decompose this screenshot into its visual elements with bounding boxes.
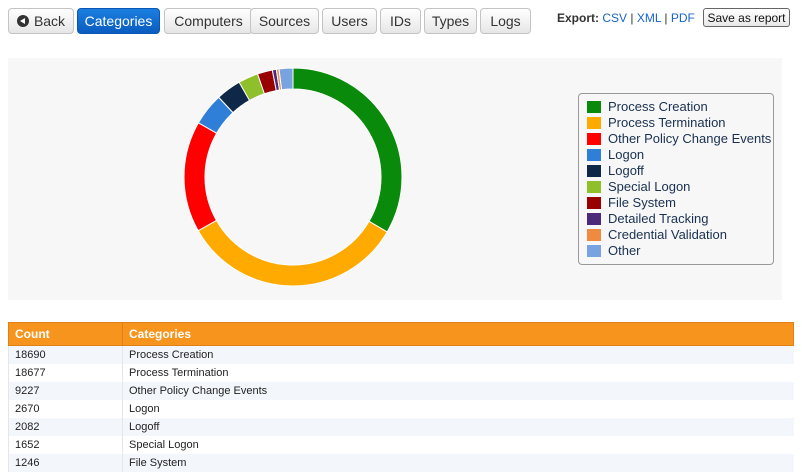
legend-swatch (587, 213, 601, 225)
tab-logs[interactable]: Logs (480, 8, 531, 34)
legend-swatch (587, 165, 601, 177)
category-cell: Other Policy Change Events (122, 382, 794, 400)
table-row[interactable]: 2670 Logon (8, 400, 794, 418)
count-cell: 18690 (8, 345, 123, 364)
legend-swatch (587, 101, 601, 113)
legend-label: Logon (608, 147, 645, 162)
table-row[interactable]: 1246 File System (8, 454, 794, 472)
legend-label: File System (608, 195, 676, 210)
legend-label: Other (608, 243, 641, 258)
legend-label: Special Logon (608, 179, 691, 194)
legend-label: Credential Validation (608, 227, 727, 242)
export-pdf-link[interactable]: PDF (670, 11, 695, 25)
donut-slice[interactable] (292, 67, 403, 233)
legend-swatch (587, 117, 601, 129)
back-button[interactable]: Back (8, 8, 74, 34)
legend-swatch (587, 229, 601, 241)
legend-label: Logoff (608, 163, 644, 178)
category-cell: File System (122, 454, 794, 472)
count-cell: 2082 (8, 418, 123, 436)
count-cell: 1652 (8, 436, 123, 454)
save-as-report-button[interactable]: Save as report (703, 8, 790, 27)
legend-label: Other Policy Change Events (608, 131, 772, 146)
legend-label: Process Creation (608, 99, 708, 114)
export-separator: | (664, 11, 668, 25)
export-xml-link[interactable]: XML (636, 11, 662, 25)
table-row[interactable]: 1652 Special Logon (8, 436, 794, 454)
export-separator: | (630, 11, 634, 25)
legend-swatch (587, 133, 601, 145)
count-cell: 9227 (8, 382, 123, 400)
category-cell: Process Creation (122, 345, 794, 364)
donut-slice[interactable] (197, 219, 388, 287)
tab-ids[interactable]: IDs (380, 8, 421, 34)
legend-swatch (587, 197, 601, 209)
donut-slice[interactable] (183, 122, 218, 232)
export-csv-link[interactable]: CSV (602, 11, 628, 25)
legend-label: Process Termination (608, 115, 726, 130)
column-header-categories[interactable]: Categories (122, 322, 794, 346)
category-cell: Logoff (122, 418, 794, 436)
count-cell: 18677 (8, 364, 123, 382)
tab-users[interactable]: Users (322, 8, 377, 34)
export-links: Export: CSV | XML | PDF (557, 11, 695, 25)
back-label: Back (33, 13, 66, 29)
legend-swatch (587, 245, 601, 257)
table-row[interactable]: 18677 Process Termination (8, 364, 794, 382)
category-cell: Special Logon (122, 436, 794, 454)
donut-slice[interactable] (278, 67, 294, 91)
legend-swatch (587, 181, 601, 193)
table-row[interactable]: 2082 Logoff (8, 418, 794, 436)
donut-chart (183, 67, 403, 287)
categories-table: Count Categories 18690 Process Creation 18… (8, 322, 794, 472)
legend-swatch (587, 149, 601, 161)
category-cell: Logon (122, 400, 794, 418)
back-arrow-icon (16, 15, 29, 27)
category-cell: Process Termination (122, 364, 794, 382)
table-row[interactable]: 18690 Process Creation (8, 345, 794, 364)
export-label: Export: (557, 11, 599, 25)
table-row[interactable]: 9227 Other Policy Change Events (8, 382, 794, 400)
legend-label: Detailed Tracking (608, 211, 709, 226)
chart-legend: Process Creation Process Termination Other… (578, 93, 774, 265)
count-cell: 2670 (8, 400, 123, 418)
tab-types[interactable]: Types (424, 8, 477, 34)
count-cell: 1246 (8, 454, 123, 472)
tab-sources[interactable]: Sources (250, 8, 319, 34)
column-header-count[interactable]: Count (8, 322, 123, 346)
tab-categories[interactable]: Categories (77, 8, 160, 34)
